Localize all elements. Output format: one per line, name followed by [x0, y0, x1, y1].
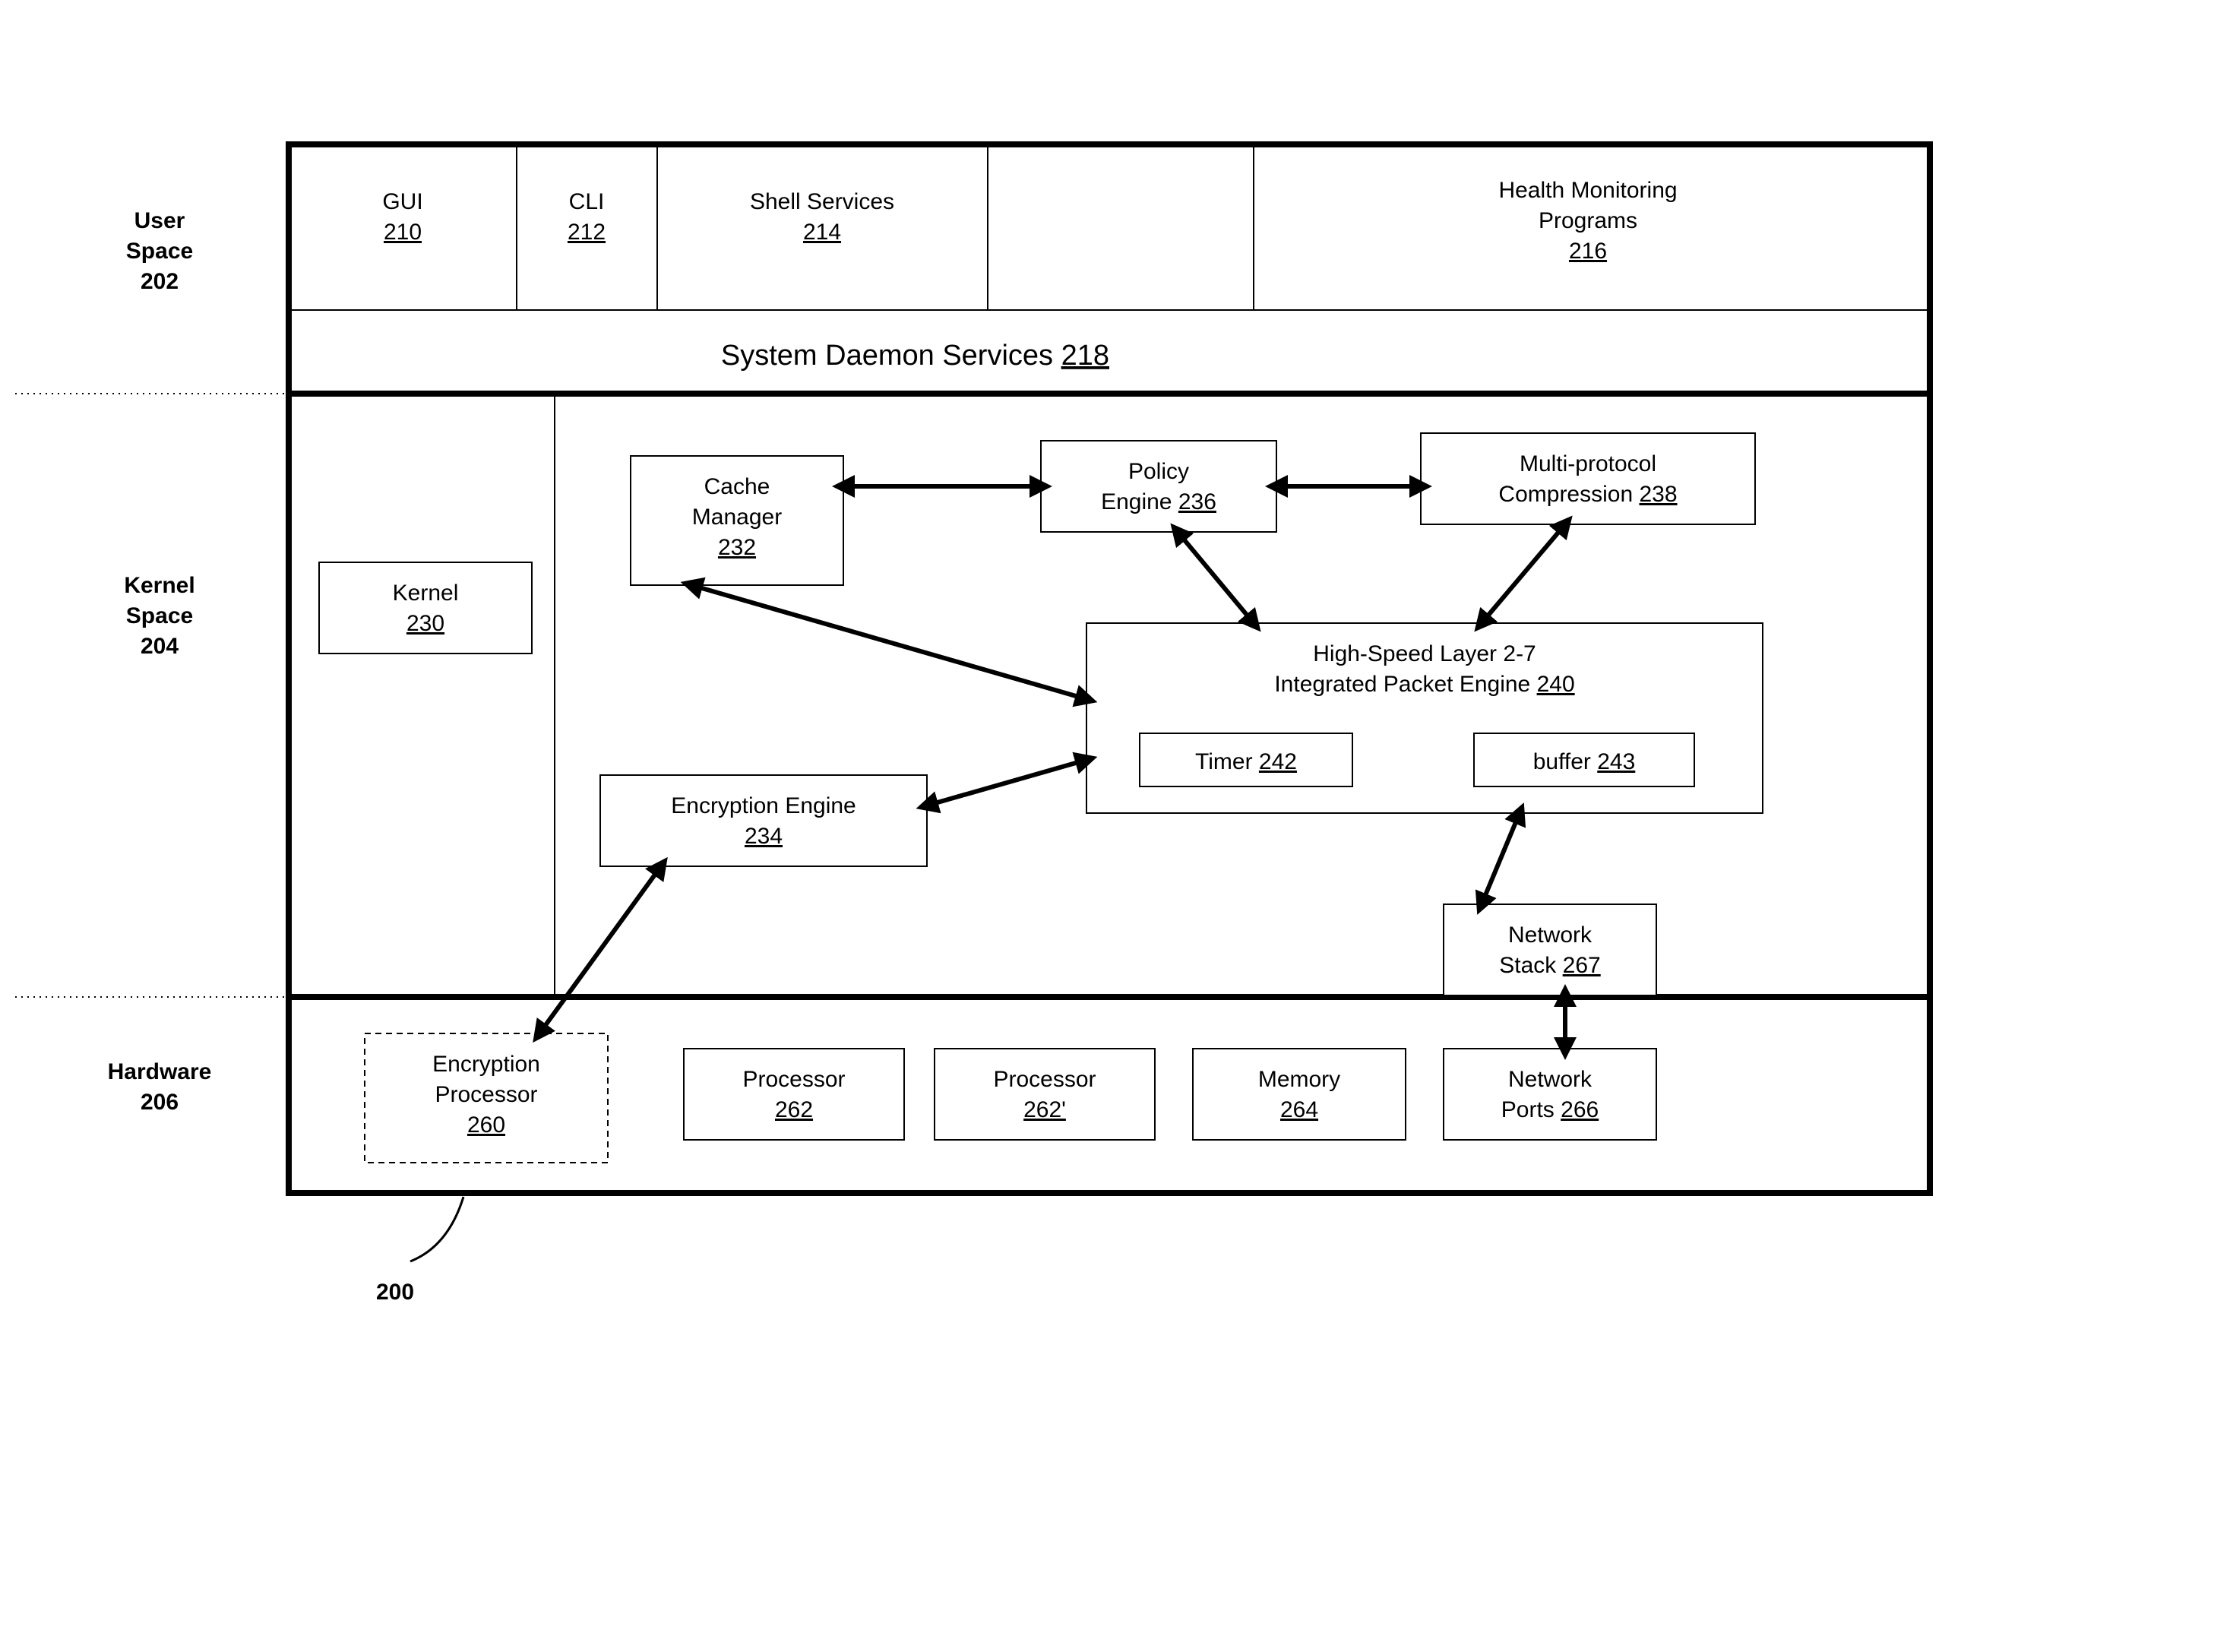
text-mem: Memory: [1258, 1067, 1340, 1092]
svg-text:Compression 238: Compression 238: [1498, 482, 1677, 507]
ref-mem: 264: [1280, 1097, 1318, 1122]
text-engine-1: High-Speed Layer 2-7: [1313, 641, 1536, 666]
ref-proc2: 262': [1023, 1097, 1066, 1122]
ref-kernel: 230: [406, 611, 444, 636]
svg-text:Space: Space: [126, 239, 193, 264]
text-cache-2: Manager: [692, 505, 782, 530]
box-kernel: [319, 562, 532, 654]
svg-text:212: 212: [568, 220, 606, 245]
label-user-space: User Space 202: [126, 208, 193, 294]
svg-text:Kernel: Kernel: [124, 573, 195, 598]
text-encp-2: Processor: [435, 1082, 537, 1107]
cell-daemon: System Daemon Services 218: [721, 340, 1109, 372]
svg-text:Integrated Packet Engine 240: Integrated Packet Engine 240: [1274, 672, 1574, 697]
svg-text:204: 204: [141, 634, 179, 659]
svg-text:System Daemon Services 218: System Daemon Services 218: [721, 340, 1109, 372]
svg-text:216: 216: [1569, 239, 1607, 264]
svg-text:Space: Space: [126, 603, 193, 628]
text-cache-1: Cache: [704, 474, 770, 499]
leader-200: [410, 1197, 463, 1261]
box-enc: [600, 775, 927, 866]
svg-text:Timer 242: Timer 242: [1195, 749, 1297, 774]
ref-proc1: 262: [775, 1097, 813, 1122]
ref-cache: 232: [718, 535, 756, 560]
text-kernel: Kernel: [393, 581, 459, 606]
box-policy: [1041, 441, 1276, 532]
box-mem: [1193, 1049, 1406, 1140]
svg-text:210: 210: [384, 220, 422, 245]
text-netstk-1: Network: [1508, 923, 1592, 948]
ref-enc: 234: [745, 824, 783, 849]
text-mpc-1: Multi-protocol: [1520, 451, 1656, 476]
svg-text:Ports 266: Ports 266: [1501, 1097, 1599, 1122]
text-encp-1: Encryption: [432, 1052, 540, 1077]
svg-text:214: 214: [803, 220, 841, 245]
svg-text:Shell Services: Shell Services: [750, 189, 894, 214]
ref-encp: 260: [467, 1112, 505, 1138]
svg-text:GUI: GUI: [382, 189, 422, 214]
svg-text:Programs: Programs: [1539, 208, 1637, 233]
text-policy-1: Policy: [1128, 459, 1189, 484]
text-proc2: Processor: [993, 1067, 1096, 1092]
box-proc2: [935, 1049, 1155, 1140]
box-ports: [1444, 1049, 1656, 1140]
svg-text:buffer 243: buffer 243: [1533, 749, 1636, 774]
svg-text:CLI: CLI: [569, 189, 605, 214]
svg-text:Health Monitoring: Health Monitoring: [1498, 178, 1677, 203]
text-proc1: Processor: [742, 1067, 845, 1092]
label-hardware: Hardware 206: [108, 1059, 212, 1115]
label-kernel-space: Kernel Space 204: [124, 573, 195, 659]
box-mpc: [1421, 433, 1755, 524]
svg-text:Stack 267: Stack 267: [1499, 953, 1600, 978]
box-proc1: [684, 1049, 904, 1140]
box-netstk: [1444, 904, 1656, 995]
ref-figure: 200: [376, 1280, 414, 1305]
svg-text:202: 202: [141, 269, 179, 294]
text-enc: Encryption Engine: [671, 793, 856, 818]
svg-text:Engine 236: Engine 236: [1101, 489, 1216, 514]
svg-text:206: 206: [141, 1090, 179, 1115]
svg-text:Hardware: Hardware: [108, 1059, 212, 1084]
svg-text:User: User: [134, 208, 185, 233]
text-ports-1: Network: [1508, 1067, 1592, 1092]
